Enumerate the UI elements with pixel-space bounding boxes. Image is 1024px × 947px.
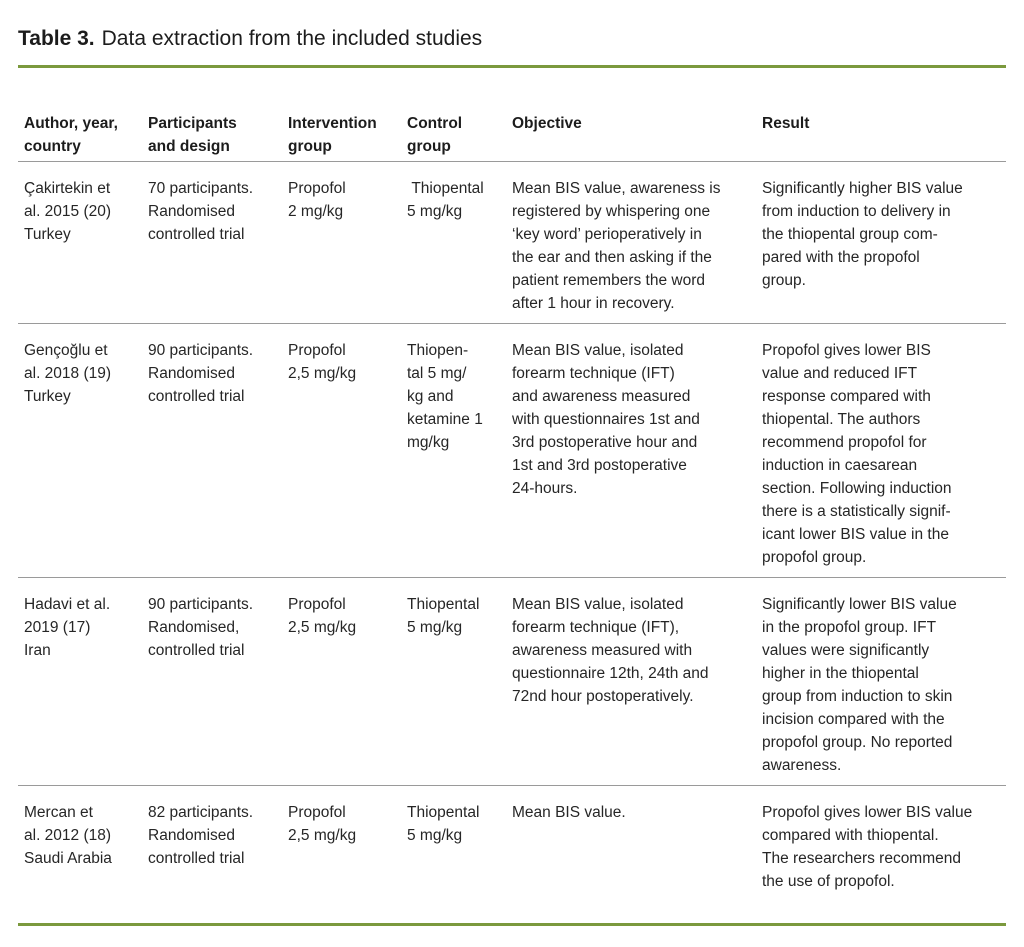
cell-participants: 82 participants. Randomised controlled t… [148,804,254,867]
column-header-author: Author, year, country [24,115,118,155]
cell-intervention: Propofol 2,5 mg/kg [288,596,357,636]
cell-author: Hadavi et al. 2019 (17) Iran [24,596,111,659]
column-header-control: Control group [407,115,463,155]
table-row-cakirtekin: Çakirtekin et al. 2015 (20) Turkey 70 pa… [18,161,1006,323]
cell-objective: Mean BIS value, awareness is registered … [512,180,721,312]
cell-participants: 70 participants. Randomised controlled t… [148,180,254,243]
cell-intervention: Propofol 2,5 mg/kg [288,342,357,382]
cell-author: Mercan et al. 2012 (18) Saudi Arabia [24,804,112,867]
table-row-hadavi: Hadavi et al. 2019 (17) Iran 90 particip… [18,577,1006,785]
table-header-row: Author, year, country Participants and d… [18,68,1006,161]
cell-participants: 90 participants. Randomised, controlled … [148,596,254,659]
cell-control: Thiopen- tal 5 mg/ kg and ketamine 1 mg/… [407,342,483,451]
cell-intervention: Propofol 2 mg/kg [288,180,346,220]
column-header-participants: Participants and design [148,115,237,155]
cell-result: Propofol gives lower BIS value and reduc… [762,342,952,566]
column-header-result: Result [762,115,810,132]
cell-author: Çakirtekin et al. 2015 (20) Turkey [24,180,112,243]
bottom-rule [18,923,1006,926]
column-header-intervention: Intervention group [288,115,377,155]
data-extraction-table: Author, year, country Participants and d… [18,68,1006,923]
top-rule [18,65,1006,68]
cell-objective: Mean BIS value. [512,804,626,821]
table-title-label: Table 3. [18,27,95,50]
cell-objective: Mean BIS value, isolated forearm techniq… [512,342,700,497]
table-row-gencoglu: Gençoğlu et al. 2018 (19) Turkey 90 part… [18,323,1006,577]
cell-control: Thiopental 5 mg/kg [407,804,480,844]
cell-result: Propofol gives lower BIS value compared … [762,804,973,890]
cell-intervention: Propofol 2,5 mg/kg [288,804,357,844]
table-row-mercan: Mercan et al. 2012 (18) Saudi Arabia 82 … [18,785,1006,923]
cell-result: Significantly higher BIS value from indu… [762,180,963,289]
cell-control: Thiopental 5 mg/kg [407,180,484,220]
cell-author: Gençoğlu et al. 2018 (19) Turkey [24,342,112,405]
cell-control: Thiopental 5 mg/kg [407,596,480,636]
document-page: Table 3. Data extraction from the include… [18,0,1006,926]
table-title: Table 3. Data extraction from the include… [18,0,1006,65]
table-title-text: Data extraction from the included studie… [101,27,483,50]
column-header-objective: Objective [512,115,582,132]
cell-participants: 90 participants. Randomised controlled t… [148,342,254,405]
cell-objective: Mean BIS value, isolated forearm techniq… [512,596,709,705]
cell-result: Significantly lower BIS value in the pro… [762,596,957,774]
